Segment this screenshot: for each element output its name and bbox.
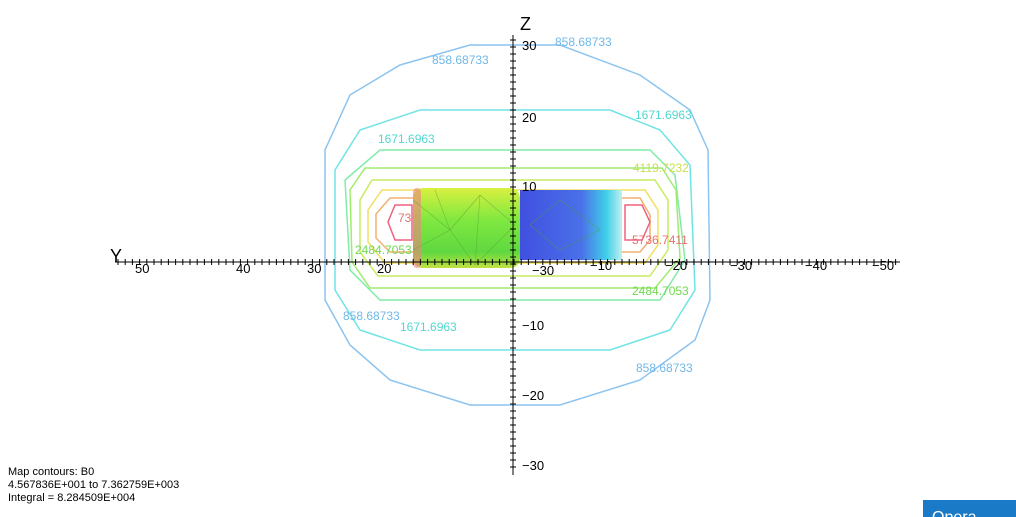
button-label[interactable]: Opera: [932, 509, 977, 517]
y-tick-label: −50: [872, 258, 894, 273]
contour-label: 1671.6963: [400, 320, 457, 334]
page: {"axes": {"z": {"label": "Z", "ticks": […: [0, 0, 1016, 517]
info-line: 4.567836E+001 to 7.362759E+003: [8, 479, 179, 491]
z-tick-label: 30: [522, 38, 536, 53]
z-axis-label: Z: [520, 14, 531, 34]
y-tick-label: 30: [307, 261, 321, 276]
y-tick-label: 20: [377, 261, 391, 276]
z-tick-label: −10: [522, 318, 544, 333]
model: [413, 188, 622, 268]
y-tick-label: −40: [805, 258, 827, 273]
contour-label: 858.68733: [343, 309, 400, 323]
contour-label: 858.68733: [636, 361, 693, 375]
contour-label: 858.68733: [432, 53, 489, 67]
z-tick-label: 10: [522, 179, 536, 194]
viewport: Z Y 30 20 10 −10 −20 −30 50 40 30 20 −30…: [0, 0, 1016, 517]
y-tick-label: −20: [665, 258, 687, 273]
contour-label: 858.68733: [555, 35, 612, 49]
info-line: Integral = 8.284509E+004: [8, 492, 135, 504]
y-tick-label: 40: [236, 261, 250, 276]
z-tick-label: −20: [522, 388, 544, 403]
y-axis-label: Y: [110, 246, 122, 266]
contour-label: 1671.6963: [635, 108, 692, 122]
z-tick-label: −30: [522, 458, 544, 473]
y-tick-label: −30: [532, 263, 554, 278]
contour-label: 5736.7411: [632, 233, 688, 247]
info-line: Map contours: B0: [8, 466, 94, 478]
contour-label: 2484.7053: [355, 243, 412, 257]
opera-button[interactable]: Opera: [923, 500, 1016, 517]
contour-label: 4119.7232: [633, 161, 689, 175]
cylinder-edge: [413, 188, 421, 268]
contour-label: 2484.7053: [632, 284, 689, 298]
y-tick-label: −30: [730, 258, 752, 273]
y-tick-label: −10: [590, 258, 612, 273]
contour-label: 73: [398, 211, 412, 225]
y-tick-label: 50: [135, 261, 149, 276]
coil-cylinder: [413, 188, 520, 268]
z-tick-label: 20: [522, 110, 536, 125]
contour-label: 1671.6963: [378, 132, 435, 146]
coil-box: [520, 190, 622, 260]
